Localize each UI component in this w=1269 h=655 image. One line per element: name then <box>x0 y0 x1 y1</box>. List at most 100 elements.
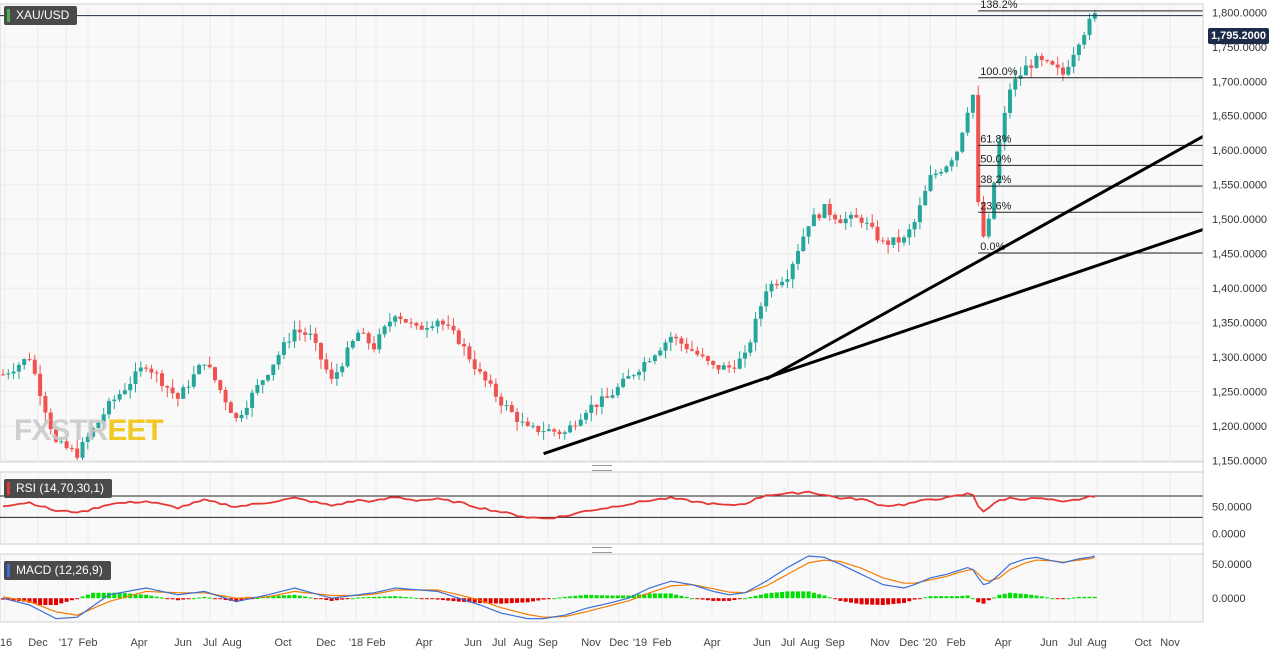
candle-body <box>308 333 313 335</box>
macd-histogram-bar <box>509 598 514 604</box>
candle-body <box>16 364 21 372</box>
candle-body <box>631 375 636 377</box>
candle-body <box>1082 34 1087 45</box>
candle-body <box>859 217 864 223</box>
candle-body <box>674 336 679 339</box>
macd-histogram-bar <box>43 598 48 605</box>
candle-body <box>440 320 445 325</box>
macd-histogram-bar <box>912 598 917 600</box>
candle-body <box>398 316 403 320</box>
y-tick-label: 1,250.0000 <box>1212 387 1267 399</box>
macd-histogram-bar <box>690 598 694 600</box>
candle-body <box>891 237 896 245</box>
macd-histogram-bar <box>1018 593 1023 599</box>
rsi-line <box>2 490 1095 520</box>
macd-histogram-bar <box>743 598 747 600</box>
macd-histogram-bar <box>806 591 811 599</box>
candle-body <box>186 386 191 388</box>
pane-resize-handle-rsi[interactable] <box>592 465 612 471</box>
candle-body <box>949 160 954 167</box>
macd-histogram-bar <box>827 597 832 599</box>
macd-histogram-bar <box>854 598 859 604</box>
candle-body <box>1055 64 1060 68</box>
candle-body <box>202 364 207 366</box>
macd-histogram-bar <box>160 597 164 599</box>
macd-histogram-bar <box>902 598 906 603</box>
candle-body <box>488 380 493 384</box>
macd-histogram-bar <box>1045 597 1050 599</box>
candle-body <box>992 183 997 219</box>
candle-body <box>1071 54 1076 67</box>
candle-body <box>838 219 843 224</box>
macd-histogram-bar <box>435 598 440 600</box>
candle-body <box>361 332 366 334</box>
macd-histogram-bar <box>584 594 588 599</box>
fib-level-label: 138.2% <box>980 0 1018 11</box>
macd-histogram-bar <box>955 596 959 599</box>
candle-body <box>864 222 869 224</box>
candle-body <box>663 342 668 351</box>
macd-histogram-bar <box>361 597 366 599</box>
macd-histogram-bar <box>213 598 217 600</box>
x-tick-label: Nov <box>1160 637 1180 649</box>
y-tick-label: 1,400.0000 <box>1212 283 1267 295</box>
macd-histogram-bar <box>753 595 758 599</box>
x-tick-label: Apr <box>994 637 1011 649</box>
candle-body <box>621 378 626 387</box>
y-tick-label: 1,600.0000 <box>1212 145 1267 157</box>
macd-histogram-bar <box>154 596 159 599</box>
candle-body <box>197 365 202 375</box>
candle-body <box>584 412 588 420</box>
macd-histogram-bar <box>647 593 652 599</box>
macd-histogram-bar <box>838 598 843 601</box>
macd-histogram-bar <box>297 595 302 599</box>
candle-body <box>483 371 488 381</box>
candle-body <box>875 226 880 241</box>
candle-body <box>1061 67 1065 75</box>
macd-histogram-bar <box>446 598 451 601</box>
candle-body <box>414 322 419 326</box>
macd-histogram-bar <box>112 592 117 599</box>
candle-body <box>80 441 85 458</box>
symbol-label: XAU/USD <box>4 6 78 25</box>
macd-histogram-bar <box>833 598 838 600</box>
x-tick-label: Nov <box>581 637 601 649</box>
candle-body <box>647 361 652 363</box>
candle-body <box>796 251 800 264</box>
candle-body <box>329 369 334 379</box>
macd-histogram-bar <box>165 598 170 600</box>
candle-body <box>637 371 641 376</box>
candle-body <box>122 390 127 395</box>
candle-body <box>743 352 747 359</box>
x-tick-label: Jun <box>753 637 771 649</box>
macd-histogram-bar <box>419 598 424 600</box>
macd-histogram-bar <box>573 595 578 599</box>
y-tick-label: 1,200.0000 <box>1212 421 1267 433</box>
trendline <box>765 135 1204 381</box>
macd-histogram-bar <box>992 597 997 599</box>
candle-body <box>234 412 239 419</box>
candle-body <box>758 306 763 319</box>
x-tick-label: Oct <box>274 637 291 649</box>
macd-histogram-bar <box>970 598 975 600</box>
pane-resize-handle-macd[interactable] <box>592 547 612 553</box>
macd-histogram-bar <box>186 598 191 600</box>
candle-body <box>727 365 732 368</box>
x-tick-label: Aug <box>513 637 533 649</box>
candle-body <box>292 329 297 342</box>
candle-body <box>928 175 933 191</box>
candle-body <box>128 384 133 391</box>
candle-body <box>91 428 96 437</box>
macd-signal-line <box>2 556 1095 618</box>
candle-body <box>1034 55 1039 68</box>
rsi-tick-label: 50.0000 <box>1212 502 1252 514</box>
macd-histogram-bar <box>859 598 864 605</box>
macd-histogram-bar <box>1087 596 1092 599</box>
macd-histogram-bar <box>626 595 631 599</box>
macd-histogram-bar <box>1061 598 1065 600</box>
macd-histogram-bar <box>599 595 604 599</box>
candle-body <box>944 166 949 173</box>
macd-histogram-bar <box>907 598 912 602</box>
macd-histogram-bar <box>276 595 281 599</box>
